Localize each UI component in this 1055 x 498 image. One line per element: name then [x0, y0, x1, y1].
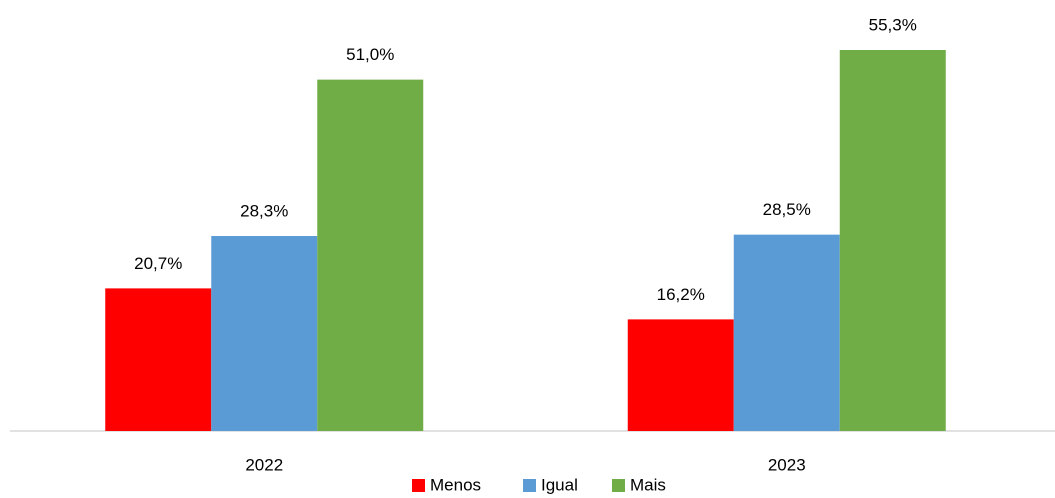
bar	[105, 288, 212, 431]
legend-label: Menos	[430, 475, 481, 494]
data-label: 51,0%	[346, 45, 394, 64]
legend-swatch	[412, 479, 425, 492]
data-label: 55,3%	[869, 15, 917, 34]
x-tick-label: 2023	[768, 455, 806, 474]
data-label: 28,5%	[763, 200, 811, 219]
bar	[627, 319, 734, 431]
data-label: 16,2%	[657, 285, 705, 304]
bar	[317, 79, 424, 432]
x-tick-label: 2022	[245, 455, 283, 474]
legend-label: Igual	[541, 475, 578, 494]
data-label: 28,3%	[240, 202, 288, 221]
legend-label: Mais	[630, 475, 666, 494]
bar	[733, 234, 840, 431]
bar	[211, 236, 318, 431]
data-label: 20,7%	[134, 254, 182, 273]
legend-swatch	[523, 479, 536, 492]
legend-swatch	[612, 479, 625, 492]
bar	[839, 50, 946, 431]
